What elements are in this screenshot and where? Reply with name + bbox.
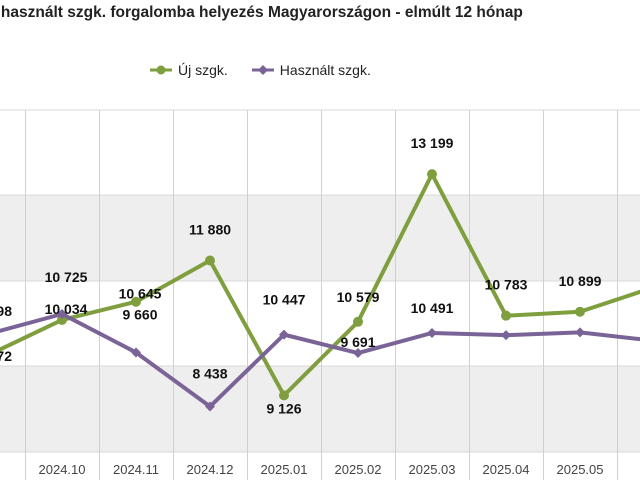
point-new-7 [501, 310, 511, 321]
x-tick-label-2024.12: 2024.12 [187, 462, 234, 477]
data-label-1-4: 10 447 [263, 292, 306, 308]
data-label-1-6: 10 491 [411, 300, 454, 316]
point-new-8 [575, 306, 585, 317]
data-label-0-0: 72 [0, 348, 12, 364]
data-label-0-8: 10 899 [559, 273, 602, 289]
point-used-7 [501, 330, 511, 341]
legend-item-used-cars[interactable]: Használt szgk. [251, 62, 371, 78]
point-used-3 [205, 401, 215, 412]
x-axis-ticks: 092024.102024.112024.122025.012025.02202… [39, 462, 604, 477]
x-tick-label-2025.05: 2025.05 [557, 462, 604, 477]
legend-marker-used-icon [251, 65, 274, 75]
data-label-1-1: 10 725 [45, 269, 88, 285]
legend-marker-new-icon [150, 65, 172, 75]
data-label-0-6: 13 199 [411, 135, 454, 151]
data-label-0-3: 11 880 [189, 221, 231, 237]
point-used-2 [131, 347, 141, 358]
data-label-1-0: 98 [0, 303, 12, 319]
x-tick-label-2025.02: 2025.02 [335, 462, 382, 477]
vertical-gridlines [25, 110, 618, 480]
point-new-6 [427, 169, 437, 180]
x-tick-label-2025.03: 2025.03 [409, 462, 456, 477]
series-layer [0, 169, 640, 412]
data-label-1-3: 8 438 [192, 366, 227, 382]
legend-label-used: Használt szgk. [279, 62, 371, 78]
data-labels: 72 10 034 9 660 11 880 9 126 10 579 13 199 10 7… [0, 135, 602, 416]
data-label-1-2: 10 645 [119, 285, 162, 301]
point-used-6 [427, 327, 437, 338]
data-label-1-5: 9 691 [340, 334, 375, 350]
point-new-2 [131, 296, 141, 307]
series-line-1 [0, 312, 640, 409]
x-tick-label-2025.04: 2025.04 [483, 462, 530, 477]
plot-bands [0, 109, 640, 453]
point-used-8 [575, 327, 585, 338]
point-used-4 [279, 329, 289, 340]
series-line-0 [0, 172, 640, 398]
x-tick-label-2025.01: 2025.01 [261, 462, 308, 477]
data-label-0-5: 10 579 [337, 289, 380, 305]
plot-band-upper [0, 195, 640, 281]
x-tick-label-2024.11: 2024.11 [113, 462, 159, 477]
point-used-1 [57, 309, 67, 319]
data-label-0-1: 10 034 [45, 301, 88, 317]
data-label-0-2: 9 660 [122, 307, 157, 323]
x-tick-label-2024.10: 2024.10 [39, 462, 86, 477]
legend-label-new: Új szgk. [178, 62, 228, 78]
point-new-3 [205, 255, 215, 266]
point-new-4 [279, 390, 289, 401]
data-label-0-7: 10 783 [485, 277, 528, 293]
legend: Új szgk. Használt szgk. [150, 62, 371, 78]
data-label-0-4: 9 126 [266, 400, 301, 416]
series-1 [0, 309, 640, 412]
chart-title: s használt szgk. forgalomba helyezés Mag… [0, 4, 523, 21]
plot-band-lower [0, 366, 640, 452]
point-new-5 [353, 316, 363, 327]
legend-item-new-cars[interactable]: Új szgk. [150, 62, 228, 78]
point-used-5 [353, 348, 363, 359]
